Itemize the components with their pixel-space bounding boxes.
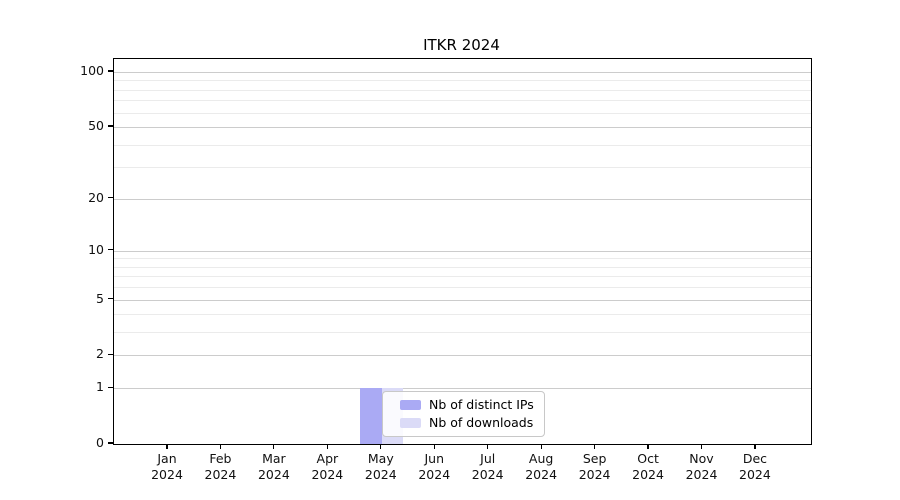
- gridline-minor: [114, 258, 811, 260]
- gridline-minor: [114, 314, 811, 316]
- y-axis-tick: [108, 442, 113, 444]
- x-axis-tick: [754, 444, 756, 449]
- gridline-minor: [114, 287, 811, 289]
- x-tick-label: Mar 2024: [257, 451, 290, 482]
- x-axis-tick: [219, 444, 222, 449]
- legend-label-distinct-ips: Nb of distinct IPs: [429, 397, 534, 412]
- plot-area: [113, 58, 812, 445]
- y-axis-tick: [108, 70, 113, 72]
- gridline-minor: [114, 167, 811, 169]
- x-axis-tick: [433, 444, 435, 449]
- x-axis-tick: [540, 444, 542, 449]
- y-tick-label: 5: [96, 290, 104, 306]
- gridline-minor: [114, 100, 811, 102]
- y-tick-label: 2: [96, 346, 104, 362]
- gridline-minor: [114, 332, 811, 334]
- x-tick-label: Nov 2024: [685, 451, 718, 482]
- x-tick-label: Oct 2024: [632, 451, 664, 482]
- x-axis-tick: [700, 444, 703, 449]
- gridline-major: [114, 388, 811, 390]
- gridline-minor: [114, 89, 811, 91]
- y-axis-tick: [108, 196, 113, 199]
- y-tick-label: 1: [96, 379, 104, 395]
- legend-swatch-downloads: [400, 417, 421, 429]
- legend: Nb of distinct IPs Nb of downloads: [382, 391, 545, 437]
- x-axis-tick: [647, 444, 649, 449]
- legend-swatch-distinct-ips: [400, 399, 421, 411]
- gridline-major: [114, 250, 811, 252]
- y-tick-label: 50: [88, 118, 104, 134]
- x-tick-label: Feb 2024: [204, 451, 237, 482]
- x-tick-label: Aug 2024: [525, 451, 558, 482]
- gridline-major: [114, 71, 811, 73]
- x-tick-label: Apr 2024: [311, 451, 344, 482]
- y-tick-label: 0: [96, 435, 104, 450]
- gridline-minor: [114, 112, 811, 114]
- y-axis-tick: [108, 249, 113, 251]
- gridline-major: [114, 355, 811, 357]
- x-axis-tick: [166, 444, 168, 449]
- gridline-minor: [114, 276, 811, 278]
- chart-title: ITKR 2024: [423, 36, 500, 54]
- gridline-major: [114, 127, 811, 129]
- x-axis-tick: [380, 444, 382, 449]
- legend-entry-downloads: Nb of downloads: [400, 416, 536, 430]
- y-axis-tick: [108, 386, 113, 388]
- x-tick-label: Jan 2024: [151, 451, 183, 482]
- x-axis-tick: [594, 444, 596, 449]
- bar-distinct-ips: [360, 388, 382, 444]
- x-axis-tick: [487, 444, 489, 449]
- gridline-minor: [114, 80, 811, 82]
- x-tick-label: Jul 2024: [471, 451, 504, 482]
- x-tick-label: Sep 2024: [578, 451, 611, 482]
- x-tick-label: Dec 2024: [739, 451, 771, 482]
- legend-entry-distinct-ips: Nb of distinct IPs: [400, 398, 536, 412]
- gridline-major: [114, 198, 811, 200]
- y-axis-tick: [108, 297, 113, 300]
- x-axis-tick: [273, 444, 275, 449]
- x-axis-tick: [326, 444, 328, 449]
- y-axis-tick: [108, 125, 113, 127]
- x-tick-label: May 2024: [364, 451, 397, 482]
- y-tick-label: 20: [88, 189, 104, 205]
- x-tick-label: Jun 2024: [418, 451, 451, 482]
- y-axis-tick: [108, 353, 113, 356]
- gridline-major: [114, 299, 811, 301]
- gridline-minor: [114, 144, 811, 146]
- gridline-minor: [114, 266, 811, 268]
- legend-label-downloads: Nb of downloads: [429, 415, 534, 430]
- y-tick-label: 100: [80, 62, 104, 78]
- y-tick-label: 10: [88, 241, 104, 257]
